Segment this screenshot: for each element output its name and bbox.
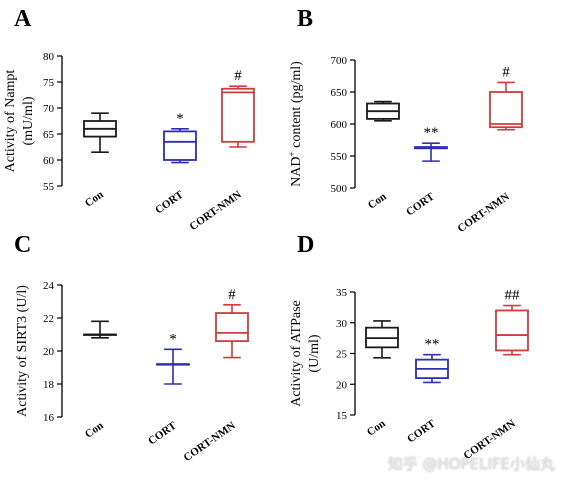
y-tick-label: 22 (43, 313, 54, 325)
significance-marker: * (176, 111, 184, 127)
y-axis-title: NAD+ content (pg/ml) (287, 61, 304, 187)
significance-marker: # (502, 64, 510, 80)
box-cort-nmn: ## (495, 288, 529, 356)
significance-marker: # (234, 68, 242, 84)
y-tick-label: 24 (43, 280, 55, 292)
panel-letter: C (14, 232, 31, 258)
significance-marker: ** (424, 125, 439, 141)
y-tick-label: 500 (331, 183, 348, 195)
box-con (83, 320, 117, 339)
chart-panel-d: D 15 20 25 30 35 Activity of ATPase (U/ml) Con **… (289, 232, 529, 462)
y-tick-label: 20 (336, 379, 348, 391)
y-axis-title: (U/ml) (307, 334, 322, 372)
box-cort-nmn: # (489, 64, 523, 131)
watermark: 知乎 @HOPELIFE小仙丸 (387, 455, 555, 473)
y-tick-label: 600 (331, 119, 348, 131)
category-label: CORT-NMN (455, 191, 511, 235)
box-cort: ** (415, 337, 449, 384)
y-tick-label: 60 (43, 155, 55, 167)
y-axis-title: Activity of ATPase (289, 300, 304, 407)
chart-panel-b: B 500 550 600 650 700 NAD+ content (pg/ml) Con *… (287, 6, 523, 235)
significance-marker: # (228, 287, 236, 303)
y-tick-label: 20 (43, 346, 55, 358)
y-tick-label: 70 (43, 103, 55, 115)
y-axis-title: Activity of SIRT3 (U/l) (15, 285, 30, 417)
y-tick-label: 550 (331, 151, 348, 163)
y-tick-label: 55 (43, 181, 55, 193)
significance-marker: * (169, 331, 177, 347)
box-iqr (495, 309, 529, 352)
panel-letter: A (14, 6, 32, 32)
y-tick-label: 18 (43, 379, 55, 391)
y-tick-label: 700 (331, 55, 348, 67)
panel-letter: B (297, 6, 313, 32)
y-tick-label: 35 (336, 287, 348, 299)
category-label: Con (365, 418, 388, 439)
box-iqr (489, 91, 523, 129)
category-label: Con (83, 189, 106, 210)
y-tick-label: 15 (336, 410, 348, 422)
chart-panel-c: C 16 18 20 22 24 Activity of SIRT3 (U/l) Con * CO… (14, 232, 249, 464)
box-cort-nmn: # (215, 287, 249, 359)
chart-panel-a: A 55 60 65 70 75 80 Activity of Nampt (mU/ml) Con… (3, 6, 255, 233)
box-con (366, 100, 400, 122)
y-tick-label: 25 (336, 349, 348, 361)
category-label: CORT (146, 419, 179, 447)
panel-letter: D (297, 232, 314, 258)
box-cort-nmn: # (221, 68, 255, 148)
box-iqr (215, 312, 249, 342)
y-tick-label: 16 (43, 412, 55, 424)
category-label: CORT-NMN (187, 189, 243, 233)
category-label: CORT (153, 188, 186, 216)
box-cort: * (163, 111, 197, 164)
y-tick-label: 80 (43, 51, 55, 63)
box-con (83, 112, 117, 153)
category-label: CORT-NMN (181, 420, 237, 464)
category-label: Con (366, 191, 389, 212)
y-tick-label: 65 (43, 129, 55, 141)
category-label: CORT (405, 417, 438, 445)
box-con (365, 320, 399, 359)
significance-marker: ** (425, 337, 440, 353)
y-tick-label: 650 (331, 87, 348, 99)
box-iqr (221, 87, 255, 143)
y-tick-label: 75 (43, 77, 55, 89)
significance-marker: ## (505, 288, 521, 304)
y-axis-title: Activity of Nampt (3, 70, 18, 173)
box-cort: * (156, 331, 190, 385)
category-label: CORT (404, 190, 437, 218)
box-iqr (163, 130, 197, 161)
y-axis-title: (mU/ml) (21, 96, 36, 145)
box-cort: ** (414, 125, 448, 162)
y-tick-label: 30 (336, 318, 348, 330)
category-label: Con (83, 420, 106, 441)
